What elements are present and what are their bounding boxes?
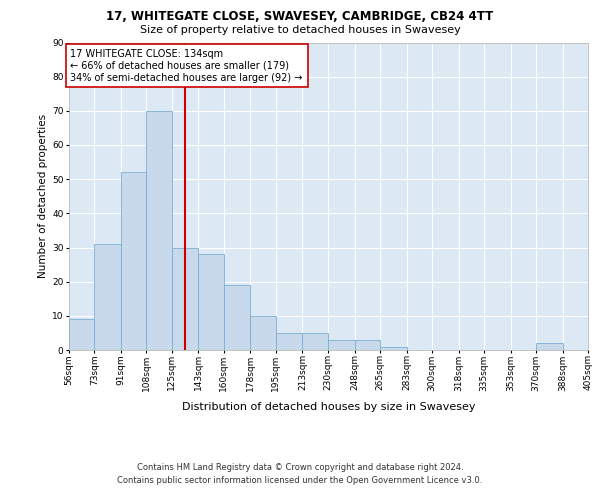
Bar [94, 244, 121, 350]
Bar [172, 248, 199, 350]
Bar [536, 343, 563, 350]
Bar [302, 333, 328, 350]
Text: 17, WHITEGATE CLOSE, SWAVESEY, CAMBRIDGE, CB24 4TT: 17, WHITEGATE CLOSE, SWAVESEY, CAMBRIDGE… [106, 10, 494, 23]
Bar [69, 320, 94, 350]
Bar [250, 316, 276, 350]
Y-axis label: Number of detached properties: Number of detached properties [38, 114, 48, 278]
Bar [380, 346, 407, 350]
Bar [224, 285, 250, 350]
Bar [276, 333, 302, 350]
Bar [121, 172, 146, 350]
Bar [355, 340, 380, 350]
Text: Size of property relative to detached houses in Swavesey: Size of property relative to detached ho… [140, 25, 460, 35]
Bar [199, 254, 224, 350]
Text: Distribution of detached houses by size in Swavesey: Distribution of detached houses by size … [182, 402, 476, 412]
Bar [328, 340, 355, 350]
Text: Contains HM Land Registry data © Crown copyright and database right 2024.: Contains HM Land Registry data © Crown c… [137, 462, 463, 471]
Text: 17 WHITEGATE CLOSE: 134sqm
← 66% of detached houses are smaller (179)
34% of sem: 17 WHITEGATE CLOSE: 134sqm ← 66% of deta… [70, 50, 303, 82]
Text: Contains public sector information licensed under the Open Government Licence v3: Contains public sector information licen… [118, 476, 482, 485]
Bar [146, 111, 172, 350]
